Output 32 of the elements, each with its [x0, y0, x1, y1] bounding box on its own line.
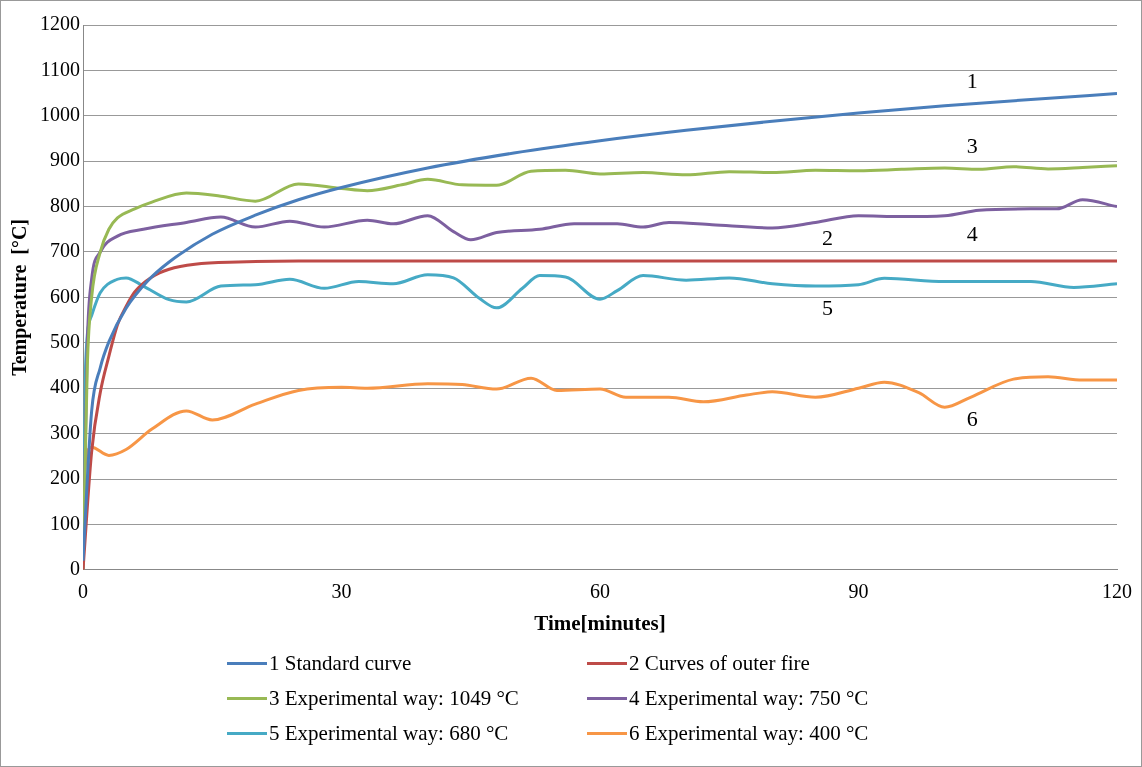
x-tick-label: 90	[848, 580, 869, 603]
x-tick-label: 60	[590, 580, 610, 603]
y-tick-label: 700	[50, 239, 80, 262]
y-axis-title: Temperature [°C]	[8, 218, 32, 376]
y-tick-label: 500	[50, 330, 80, 353]
legend-label: 5 Experimental way: 680 °C	[269, 721, 509, 746]
legend-label: 6 Experimental way: 400 °C	[629, 721, 869, 746]
y-tick-label: 1100	[40, 57, 80, 80]
x-tick-label: 30	[331, 580, 352, 603]
annotation: 6	[966, 406, 978, 432]
legend-label: 4 Experimental way: 750 °C	[629, 686, 869, 711]
annotation: 1	[966, 67, 978, 93]
annotation: 2	[821, 224, 833, 250]
line-series	[83, 92, 1117, 563]
legend-label: 2 Curves of outer fire	[629, 651, 810, 676]
legend-label: 1 Standard curve	[269, 651, 412, 676]
y-tick-label: 200	[50, 466, 80, 489]
x-axis-title: Time[minutes]	[534, 610, 666, 635]
legend-label: 3 Experimental way: 1049 °C	[269, 686, 519, 711]
x-tick-label: 120	[1102, 580, 1132, 603]
annotation: 5	[821, 295, 833, 321]
y-tick-label: 0	[70, 557, 80, 580]
y-tick-label: 900	[50, 148, 80, 171]
y-tick-label: 800	[50, 193, 80, 216]
annotation: 4	[966, 221, 978, 247]
y-tick-label: 300	[50, 420, 80, 443]
annotation: 3	[966, 132, 978, 158]
y-tick-label: 1000	[40, 103, 80, 126]
y-tick-label: 100	[50, 511, 80, 534]
y-tick-label: 600	[50, 284, 80, 307]
y-tick-label: 1200	[40, 12, 80, 35]
y-tick-label: 400	[50, 375, 80, 398]
